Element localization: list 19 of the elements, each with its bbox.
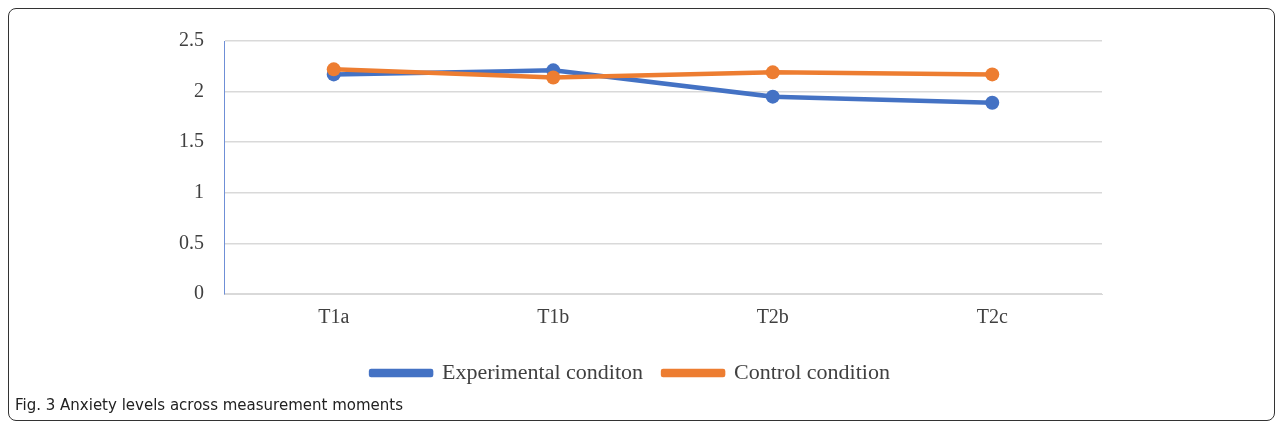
point (985, 95, 1000, 110)
caption: Fig. 3 Anxiety levels across measurement moments (14, 395, 404, 416)
y-tick-label: 0.5 (179, 230, 204, 253)
x-tick-label: T2b (756, 305, 789, 328)
point (765, 89, 780, 104)
x-tick-label: T2c (976, 305, 1008, 328)
x-tick-label: T1b (537, 305, 570, 328)
point (985, 67, 1000, 82)
y-tick-label: 2 (194, 78, 204, 101)
point (546, 70, 561, 85)
x-tick-label: T1a (318, 305, 350, 328)
legend-label: Experimental conditon (442, 358, 644, 384)
point (326, 62, 341, 77)
legend-label: Control condition (734, 358, 890, 384)
y-tick-label: 0 (194, 281, 204, 304)
y-tick-label: 2.5 (179, 28, 204, 51)
y-tick-label: 1.5 (179, 129, 204, 152)
point (765, 65, 780, 80)
y-tick-label: 1 (194, 180, 204, 203)
